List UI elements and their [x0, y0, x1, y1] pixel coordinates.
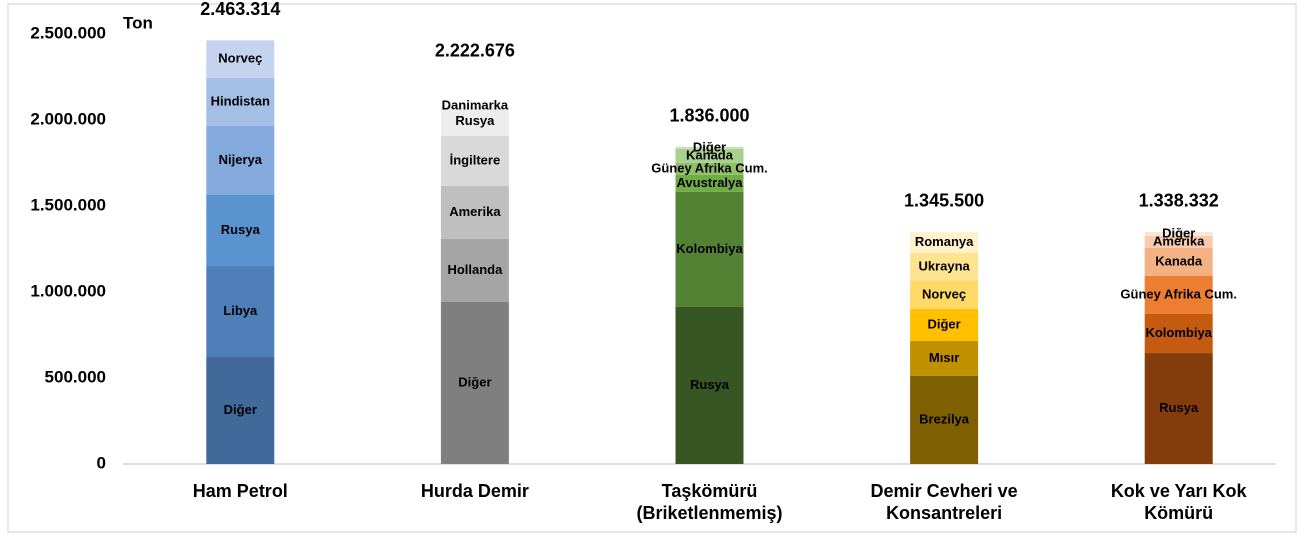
- bar-segment: [1144, 353, 1213, 464]
- segment-label: Rusya: [690, 377, 730, 392]
- bar-segment: [206, 40, 275, 79]
- bar-segment: [910, 252, 979, 281]
- bar-segment: [675, 146, 744, 149]
- segment-label: Romanya: [915, 234, 974, 249]
- segment-label: Norveç: [922, 286, 966, 301]
- x-tick-label: Demir Cevheri ve: [871, 481, 1018, 501]
- bar-segment: [440, 135, 509, 187]
- bar-segment: [206, 194, 275, 267]
- segment-label: Norveç: [218, 51, 262, 66]
- total-label: 1.338.332: [1139, 191, 1219, 211]
- segment-label: Amerika: [1153, 233, 1205, 248]
- segment-label: Danimarka: [442, 97, 509, 112]
- bar-segment: [440, 106, 509, 136]
- bar-segment: [675, 162, 744, 175]
- segment-label: Kanada: [1155, 253, 1203, 268]
- segment-label: Diğer: [1162, 225, 1195, 240]
- bar-segment: [675, 148, 744, 163]
- bar-segment: [910, 341, 979, 376]
- bar-segment: [1144, 276, 1213, 315]
- segment-label: Rusya: [1159, 400, 1199, 415]
- segment-label: Kolombiya: [676, 241, 743, 256]
- total-label: 2.222.676: [435, 40, 515, 60]
- segment-label: Rusya: [455, 113, 495, 128]
- bar-segment: [1144, 247, 1213, 277]
- y-unit: Ton: [123, 13, 153, 32]
- y-tick-label: 0: [97, 453, 106, 472]
- bar-segment: [440, 186, 509, 240]
- segment-label: Hollanda: [447, 262, 503, 277]
- segment-label: Nijerya: [219, 152, 263, 167]
- segment-label: Diğer: [927, 316, 960, 331]
- bar-segment: [675, 306, 744, 464]
- segment-label: Brezilya: [919, 411, 970, 426]
- segment-label: Mısır: [929, 350, 959, 365]
- bar-segment: [440, 239, 509, 302]
- segment-label: Güney Afrika Cum.: [1120, 286, 1237, 301]
- y-tick-label: 2.000.000: [30, 109, 106, 128]
- bar-segment: [206, 78, 275, 127]
- x-tick-label: (Briketlenmemiş): [636, 503, 782, 523]
- segment-label: Ukrayna: [918, 258, 970, 273]
- x-tick-label: Konsantreleri: [886, 503, 1002, 523]
- bar-segment: [1144, 231, 1213, 236]
- y-tick-label: 1.500.000: [30, 195, 106, 214]
- segment-label: Diğer: [458, 374, 491, 389]
- segment-label: Kanada: [686, 147, 734, 162]
- segment-label: Diğer: [224, 402, 257, 417]
- segment-label: Avustralya: [677, 175, 744, 190]
- y-tick-label: 1.000.000: [30, 281, 106, 300]
- segment-label: Rusya: [221, 222, 261, 237]
- bar-segment: [440, 301, 509, 464]
- bar-segment: [910, 280, 979, 310]
- segment-label: Güney Afrika Cum.: [651, 160, 768, 175]
- bar-segment: [206, 357, 275, 464]
- segment-label: Libya: [223, 303, 258, 318]
- bar-segment: [910, 309, 979, 342]
- bar-segment: [1144, 314, 1213, 354]
- x-tick-label: Hurda Demir: [421, 481, 529, 501]
- segment-label: Amerika: [449, 204, 501, 219]
- chart-frame: [7, 3, 1297, 533]
- bar-segment: [1144, 235, 1213, 248]
- x-tick-label: Taşkömürü: [662, 481, 758, 501]
- y-tick-label: 500.000: [45, 367, 106, 386]
- bar-segment: [910, 375, 979, 464]
- bar-segment: [675, 174, 744, 192]
- x-tick-label: Ham Petrol: [193, 481, 288, 501]
- bar-segment: [910, 231, 979, 253]
- total-label: 2.463.314: [200, 0, 280, 19]
- x-tick-label: Kok ve Yarı Kok: [1111, 481, 1248, 501]
- total-label: 1.345.500: [904, 191, 984, 211]
- bar-segment: [206, 266, 275, 358]
- bar-segment: [675, 191, 744, 307]
- bar-segment: [440, 104, 509, 107]
- bar-segment: [206, 126, 275, 195]
- x-tick-label: Kömürü: [1144, 503, 1213, 523]
- segment-label: İngiltere: [450, 152, 501, 167]
- segment-label: Diğer: [693, 139, 726, 154]
- segment-label: Hindistan: [211, 93, 270, 108]
- y-tick-label: 2.500.000: [30, 23, 106, 42]
- segment-label: Kolombiya: [1145, 325, 1212, 340]
- total-label: 1.836.000: [669, 106, 749, 126]
